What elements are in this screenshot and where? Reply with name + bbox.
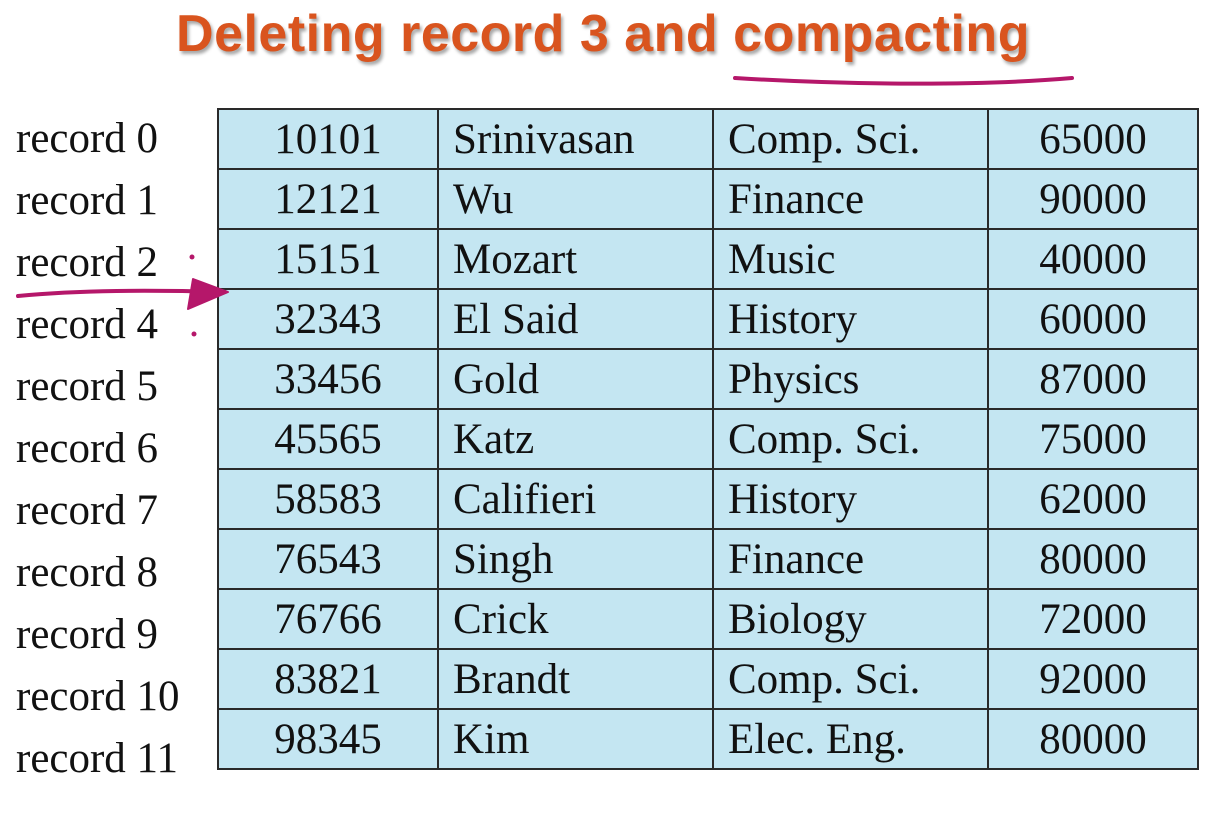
record-label: record 10 (16, 673, 180, 720)
table-row: 32343 El Said History 60000 (217, 288, 1199, 350)
record-label: record 4 (16, 301, 159, 348)
id-cell: 12121 (217, 168, 439, 230)
table-row: 58583 Califieri History 62000 (217, 468, 1199, 530)
dept-cell: Comp. Sci. (712, 108, 989, 170)
salary-cell: 90000 (987, 168, 1199, 230)
salary-cell: 75000 (987, 408, 1199, 470)
table-row: 83821 Brandt Comp. Sci. 92000 (217, 648, 1199, 710)
id-cell: 33456 (217, 348, 439, 410)
name-cell: Brandt (437, 648, 714, 710)
record-label: record 5 (16, 363, 159, 410)
salary-cell: 60000 (987, 288, 1199, 350)
record-label: record 8 (16, 549, 159, 596)
name-cell: El Said (437, 288, 714, 350)
id-cell: 58583 (217, 468, 439, 530)
salary-cell: 87000 (987, 348, 1199, 410)
salary-cell: 40000 (987, 228, 1199, 290)
table-row: 12121 Wu Finance 90000 (217, 168, 1199, 230)
dept-cell: History (712, 288, 989, 350)
record-label: record 0 (16, 115, 159, 162)
salary-cell: 65000 (987, 108, 1199, 170)
dept-cell: Music (712, 228, 989, 290)
salary-cell: 72000 (987, 588, 1199, 650)
id-cell: 76543 (217, 528, 439, 590)
id-cell: 10101 (217, 108, 439, 170)
ink-dot (189, 254, 195, 260)
dept-cell: Finance (712, 168, 989, 230)
record-label: record 6 (16, 425, 159, 472)
name-cell: Srinivasan (437, 108, 714, 170)
table-row: 45565 Katz Comp. Sci. 75000 (217, 408, 1199, 470)
name-cell: Singh (437, 528, 714, 590)
dept-cell: Physics (712, 348, 989, 410)
record-label: record 9 (16, 611, 159, 658)
name-cell: Mozart (437, 228, 714, 290)
record-label: record 11 (16, 735, 178, 782)
table-row: 10101 Srinivasan Comp. Sci. 65000 (217, 108, 1199, 170)
table-row: 33456 Gold Physics 87000 (217, 348, 1199, 410)
slide-title: Deleting record 3 and compacting (176, 5, 1030, 63)
dept-cell: Comp. Sci. (712, 648, 989, 710)
name-cell: Crick (437, 588, 714, 650)
ink-dot (191, 331, 197, 337)
table-row: 98345 Kim Elec. Eng. 80000 (217, 708, 1199, 770)
id-cell: 98345 (217, 708, 439, 770)
id-cell: 76766 (217, 588, 439, 650)
id-cell: 32343 (217, 288, 439, 350)
record-labels: record 0 record 1 record 2 record 4 record 5… (16, 108, 180, 790)
name-cell: Kim (437, 708, 714, 770)
name-cell: Wu (437, 168, 714, 230)
name-cell: Katz (437, 408, 714, 470)
name-cell: Gold (437, 348, 714, 410)
salary-cell: 80000 (987, 528, 1199, 590)
salary-cell: 92000 (987, 648, 1199, 710)
dept-cell: Biology (712, 588, 989, 650)
id-cell: 15151 (217, 228, 439, 290)
id-cell: 83821 (217, 648, 439, 710)
table-row: 15151 Mozart Music 40000 (217, 228, 1199, 290)
record-label: record 1 (16, 177, 159, 224)
salary-cell: 80000 (987, 708, 1199, 770)
records-table: 10101 Srinivasan Comp. Sci. 65000 12121 Wu Fin… (217, 108, 1199, 770)
salary-cell: 62000 (987, 468, 1199, 530)
id-cell: 45565 (217, 408, 439, 470)
title-underline (733, 76, 1074, 86)
table-row: 76543 Singh Finance 80000 (217, 528, 1199, 590)
dept-cell: Elec. Eng. (712, 708, 989, 770)
dept-cell: Finance (712, 528, 989, 590)
dept-cell: Comp. Sci. (712, 408, 989, 470)
record-label: record 7 (16, 487, 159, 534)
dept-cell: History (712, 468, 989, 530)
table-row: 76766 Crick Biology 72000 (217, 588, 1199, 650)
record-label: record 2 (16, 239, 159, 286)
name-cell: Califieri (437, 468, 714, 530)
